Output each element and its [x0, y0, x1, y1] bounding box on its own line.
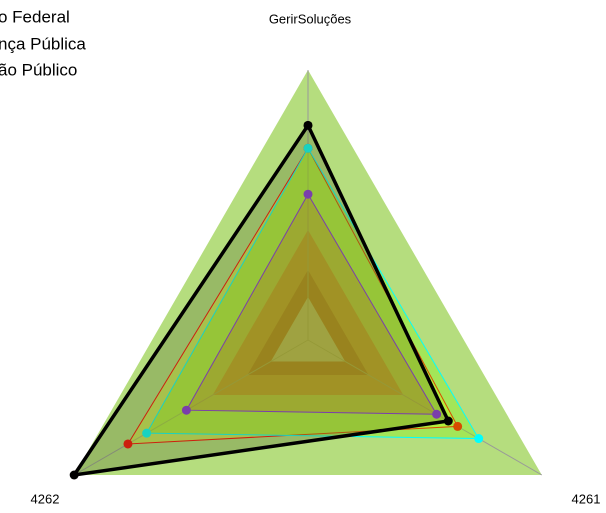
series-point [474, 434, 484, 444]
series-area [70, 121, 451, 478]
legend-label: nça Pública [0, 34, 86, 53]
series-area [145, 147, 480, 440]
axis-line [73, 339, 309, 476]
series-layer [69, 70, 543, 480]
axis-label: 4262 [31, 491, 60, 506]
series-point [123, 439, 133, 449]
axis-label: 4261 [572, 491, 601, 506]
series-point [432, 409, 442, 419]
axis-label: GerirSoluções [269, 11, 352, 26]
series-point [303, 143, 313, 153]
series-point [443, 416, 453, 426]
series-point [453, 421, 463, 431]
series-point [303, 189, 313, 199]
legend-label: ão Público [0, 60, 77, 79]
series-point [142, 428, 152, 438]
series-point [181, 405, 191, 415]
series-point [303, 120, 313, 130]
axis-line [307, 339, 543, 476]
series-area [185, 193, 438, 415]
legend-label: o Federal [0, 7, 70, 26]
series-point [69, 470, 79, 480]
